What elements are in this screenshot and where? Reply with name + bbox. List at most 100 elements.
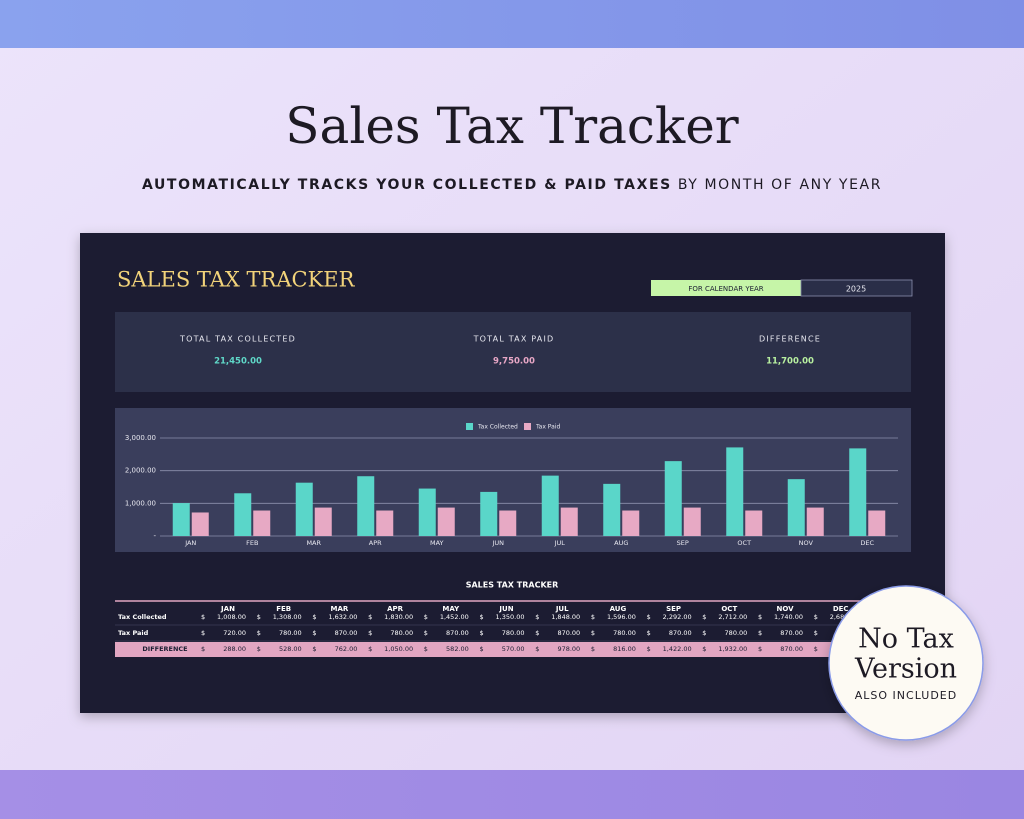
currency: $ xyxy=(424,645,428,653)
legend-label: Tax Paid xyxy=(535,424,560,431)
bar xyxy=(541,475,559,536)
currency: $ xyxy=(758,613,762,621)
bar xyxy=(726,447,744,536)
badge-line: Version xyxy=(854,654,957,685)
currency: $ xyxy=(201,613,205,621)
column-header: NOV xyxy=(776,605,794,613)
currency: $ xyxy=(480,629,484,637)
cell: 780.00 xyxy=(502,629,525,637)
currency: $ xyxy=(480,645,484,653)
bar xyxy=(234,493,252,536)
currency: $ xyxy=(814,613,818,621)
badge-circle xyxy=(828,585,984,741)
bar xyxy=(357,476,375,536)
currency: $ xyxy=(312,645,316,653)
cell: 780.00 xyxy=(279,629,302,637)
cell: 780.00 xyxy=(613,629,636,637)
cell: 1,932.00 xyxy=(718,645,747,653)
subtitle-bold: AUTOMATICALLY TRACKS YOUR COLLECTED & PA… xyxy=(142,177,672,193)
year-label: FOR CALENDAR YEAR xyxy=(688,285,763,293)
column-header: JAN xyxy=(220,605,235,613)
currency: $ xyxy=(257,613,261,621)
bar xyxy=(806,507,824,536)
row-label: DIFFERENCE xyxy=(142,645,187,653)
row-label: Tax Collected xyxy=(118,613,167,621)
bar xyxy=(868,510,886,536)
currency: $ xyxy=(201,645,205,653)
column-header: FEB xyxy=(276,605,291,613)
bar xyxy=(172,503,190,536)
subtitle: AUTOMATICALLY TRACKS YOUR COLLECTED & PA… xyxy=(142,177,882,193)
bar xyxy=(253,510,271,536)
cell: 1,740.00 xyxy=(774,613,803,621)
cell: 1,350.00 xyxy=(496,613,525,621)
cell: 1,632.00 xyxy=(328,613,357,621)
cell: 780.00 xyxy=(725,629,748,637)
top-band xyxy=(0,0,1024,48)
cell: 780.00 xyxy=(390,629,413,637)
column-header: OCT xyxy=(721,605,737,613)
page-title: Sales Tax Tracker xyxy=(285,97,739,155)
badge-line: No Tax xyxy=(858,624,954,655)
kpi-label: DIFFERENCE xyxy=(759,335,821,344)
badge-note: ALSO INCLUDED xyxy=(855,689,957,702)
currency: $ xyxy=(480,613,484,621)
x-tick-label: DEC xyxy=(860,539,874,547)
cell: 582.00 xyxy=(446,645,469,653)
x-tick-label: SEP xyxy=(677,539,689,547)
bar xyxy=(191,512,209,536)
year-box xyxy=(800,279,913,297)
currency: $ xyxy=(312,613,316,621)
bar xyxy=(787,479,805,536)
year-label-box xyxy=(651,280,801,296)
cell: 1,830.00 xyxy=(384,613,413,621)
currency: $ xyxy=(535,645,539,653)
cell: 870.00 xyxy=(446,629,469,637)
column-header: APR xyxy=(387,605,404,613)
x-tick-label: APR xyxy=(369,539,382,547)
currency: $ xyxy=(647,629,651,637)
x-tick-label: JAN xyxy=(184,539,196,547)
kpi-value: 11,700.00 xyxy=(766,357,814,367)
subtitle-rest: BY MONTH OF ANY YEAR xyxy=(678,177,882,193)
currency: $ xyxy=(591,645,595,653)
cell: 816.00 xyxy=(613,645,636,653)
bar xyxy=(683,507,701,536)
currency: $ xyxy=(814,645,818,653)
kpi-label: TOTAL TAX PAID xyxy=(473,335,555,344)
dashboard-title: SALES TAX TRACKER xyxy=(117,268,356,292)
x-tick-label: OCT xyxy=(737,539,751,547)
currency: $ xyxy=(647,645,651,653)
table-title: SALES TAX TRACKER xyxy=(466,581,559,590)
kpi-panel xyxy=(115,312,911,392)
currency: $ xyxy=(424,629,428,637)
y-tick-label: 3,000.00 xyxy=(125,434,156,442)
bar xyxy=(314,507,332,536)
cell: 1,596.00 xyxy=(607,613,636,621)
y-tick-label: 2,000.00 xyxy=(125,467,156,475)
x-tick-label: MAY xyxy=(430,539,444,547)
currency: $ xyxy=(758,645,762,653)
bar xyxy=(376,510,394,536)
legend-label: Tax Collected xyxy=(477,424,518,431)
bar xyxy=(295,482,313,536)
x-tick-label: NOV xyxy=(799,539,814,547)
cell: 1,050.00 xyxy=(384,645,413,653)
cell: 1,008.00 xyxy=(217,613,246,621)
kpi-value: 21,450.00 xyxy=(214,357,262,367)
currency: $ xyxy=(535,613,539,621)
x-tick-label: JUN xyxy=(491,539,504,547)
currency: $ xyxy=(758,629,762,637)
currency: $ xyxy=(702,613,706,621)
currency: $ xyxy=(368,629,372,637)
year: 2025 xyxy=(846,285,866,294)
currency: $ xyxy=(312,629,316,637)
cell: 528.00 xyxy=(279,645,302,653)
bar xyxy=(664,461,682,536)
cell: 2,712.00 xyxy=(718,613,747,621)
bar xyxy=(560,507,578,536)
dynamic: TOTAL TAX COLLECTED 21,450.00 TOTAL TAX PA… xyxy=(115,335,911,657)
badge: No Tax Version ALSO INCLUDED xyxy=(828,585,984,741)
column-header: MAR xyxy=(331,605,349,613)
